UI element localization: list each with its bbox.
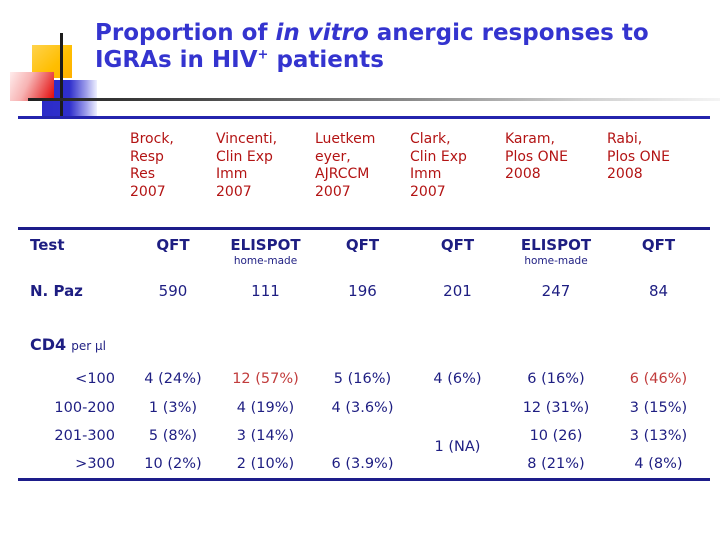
table-cell: ELISPOT home-made bbox=[505, 236, 607, 267]
table-cell-highlight: 6 (46%) bbox=[629, 371, 688, 387]
table-top-rule bbox=[18, 227, 710, 230]
table-cell: 5 (16%) bbox=[333, 371, 392, 387]
table-cell: 2 (10%) bbox=[236, 456, 295, 472]
table-cell: QFT bbox=[345, 236, 380, 254]
cd4-range-label: <100 bbox=[75, 371, 115, 387]
deco-red-square bbox=[10, 72, 54, 101]
column-header-luetkemeyer: Luetkem eyer, AJRCCM 2007 bbox=[315, 131, 376, 200]
table-cell: 6 (16%) bbox=[527, 371, 585, 387]
test-row: Test QFT ELISPOT home-made QFT QFT ELISPO… bbox=[18, 236, 710, 267]
cd4-range-label: 201-300 bbox=[54, 428, 115, 444]
deco-blue-rule bbox=[18, 116, 710, 119]
table-cell: 4 (3.6%) bbox=[331, 400, 394, 416]
table-cell: QFT bbox=[156, 236, 190, 254]
column-header-vincenti: Vincenti, Clin Exp Imm 2007 bbox=[216, 131, 278, 200]
title-line2: IGRAs in HIV+ patients bbox=[95, 47, 384, 73]
cd4-range-label: 100-200 bbox=[54, 400, 115, 416]
home-made-note: home-made bbox=[524, 255, 588, 267]
deco-vertical-line bbox=[60, 33, 63, 119]
cd4-row-100-200: 100-200 1 (3%) 4 (19%) 4 (3.6%) 12 (31%)… bbox=[18, 400, 710, 416]
table-cell: 12 (31%) bbox=[522, 400, 590, 416]
table-cell: ELISPOT home-made bbox=[216, 236, 315, 267]
slide-title: Proportion of in vitro anergic responses… bbox=[95, 20, 710, 74]
cd4-row-gt300: >300 10 (2%) 2 (10%) 6 (3.9%) 8 (21%) 4 … bbox=[18, 456, 710, 472]
home-made-note: home-made bbox=[233, 255, 298, 267]
table-cell: 3 (13%) bbox=[629, 428, 688, 444]
table-cell-highlight: 12 (57%) bbox=[232, 371, 299, 387]
n-paz-row: N. Paz 590 111 196 201 247 84 bbox=[18, 282, 710, 300]
table-cell: 10 (26) bbox=[529, 428, 583, 444]
cd4-row-lt100: <100 4 (24%) 12 (57%) 5 (16%) 4 (6%) 6 (… bbox=[18, 371, 710, 387]
table-cell: 4 (6%) bbox=[433, 371, 482, 387]
table-header-row: Brock, Resp Res 2007 Vincenti, Clin Exp … bbox=[18, 131, 710, 201]
title-line1: Proportion of in vitro anergic responses… bbox=[95, 20, 649, 46]
deco-gradient-rule bbox=[28, 98, 720, 101]
table-cell: 3 (14%) bbox=[236, 428, 295, 444]
table-cell: QFT bbox=[440, 236, 475, 254]
table-bottom-rule bbox=[18, 478, 710, 481]
table-cell: 4 (8%) bbox=[634, 456, 683, 472]
table-cell: 5 (8%) bbox=[148, 428, 198, 444]
table-cell-merged-na: 1 (NA) bbox=[434, 439, 481, 455]
column-header-rabi: Rabi, Plos ONE 2008 bbox=[607, 131, 670, 182]
table-cell: 4 (19%) bbox=[236, 400, 295, 416]
table-cell: 196 bbox=[348, 282, 377, 300]
table-cell: 247 bbox=[541, 282, 571, 300]
cd4-heading: CD4 per μl bbox=[30, 335, 106, 354]
table-cell: 111 bbox=[251, 282, 280, 300]
column-header-clark: Clark, Clin Exp Imm 2007 bbox=[410, 131, 467, 200]
table-cell: 3 (15%) bbox=[629, 400, 688, 416]
table-cell: 590 bbox=[158, 282, 188, 300]
title-italic-in-vitro: in vitro bbox=[275, 20, 369, 46]
column-header-brock: Brock, Resp Res 2007 bbox=[130, 131, 174, 200]
table-cell: 4 (24%) bbox=[144, 371, 202, 387]
cd4-heading-row: CD4 per μl bbox=[18, 335, 710, 354]
table-cell: QFT bbox=[641, 236, 676, 254]
column-header-karam: Karam, Plos ONE 2008 bbox=[505, 131, 568, 182]
table-cell: 1 (3%) bbox=[148, 400, 198, 416]
table-cell: 84 bbox=[648, 282, 669, 300]
table-cell: 8 (21%) bbox=[527, 456, 585, 472]
table-cell: 201 bbox=[443, 282, 472, 300]
hiv-plus-superscript: + bbox=[257, 47, 269, 63]
table-cell: 6 (3.9%) bbox=[331, 456, 394, 472]
test-row-label: Test bbox=[30, 236, 65, 254]
cd4-range-label: >300 bbox=[75, 456, 115, 472]
cd4-row-201-300: 201-300 5 (8%) 3 (14%) 1 (NA) 10 (26) 3 … bbox=[18, 428, 710, 455]
n-paz-row-label: N. Paz bbox=[30, 282, 83, 300]
table-cell: 10 (2%) bbox=[144, 456, 202, 472]
